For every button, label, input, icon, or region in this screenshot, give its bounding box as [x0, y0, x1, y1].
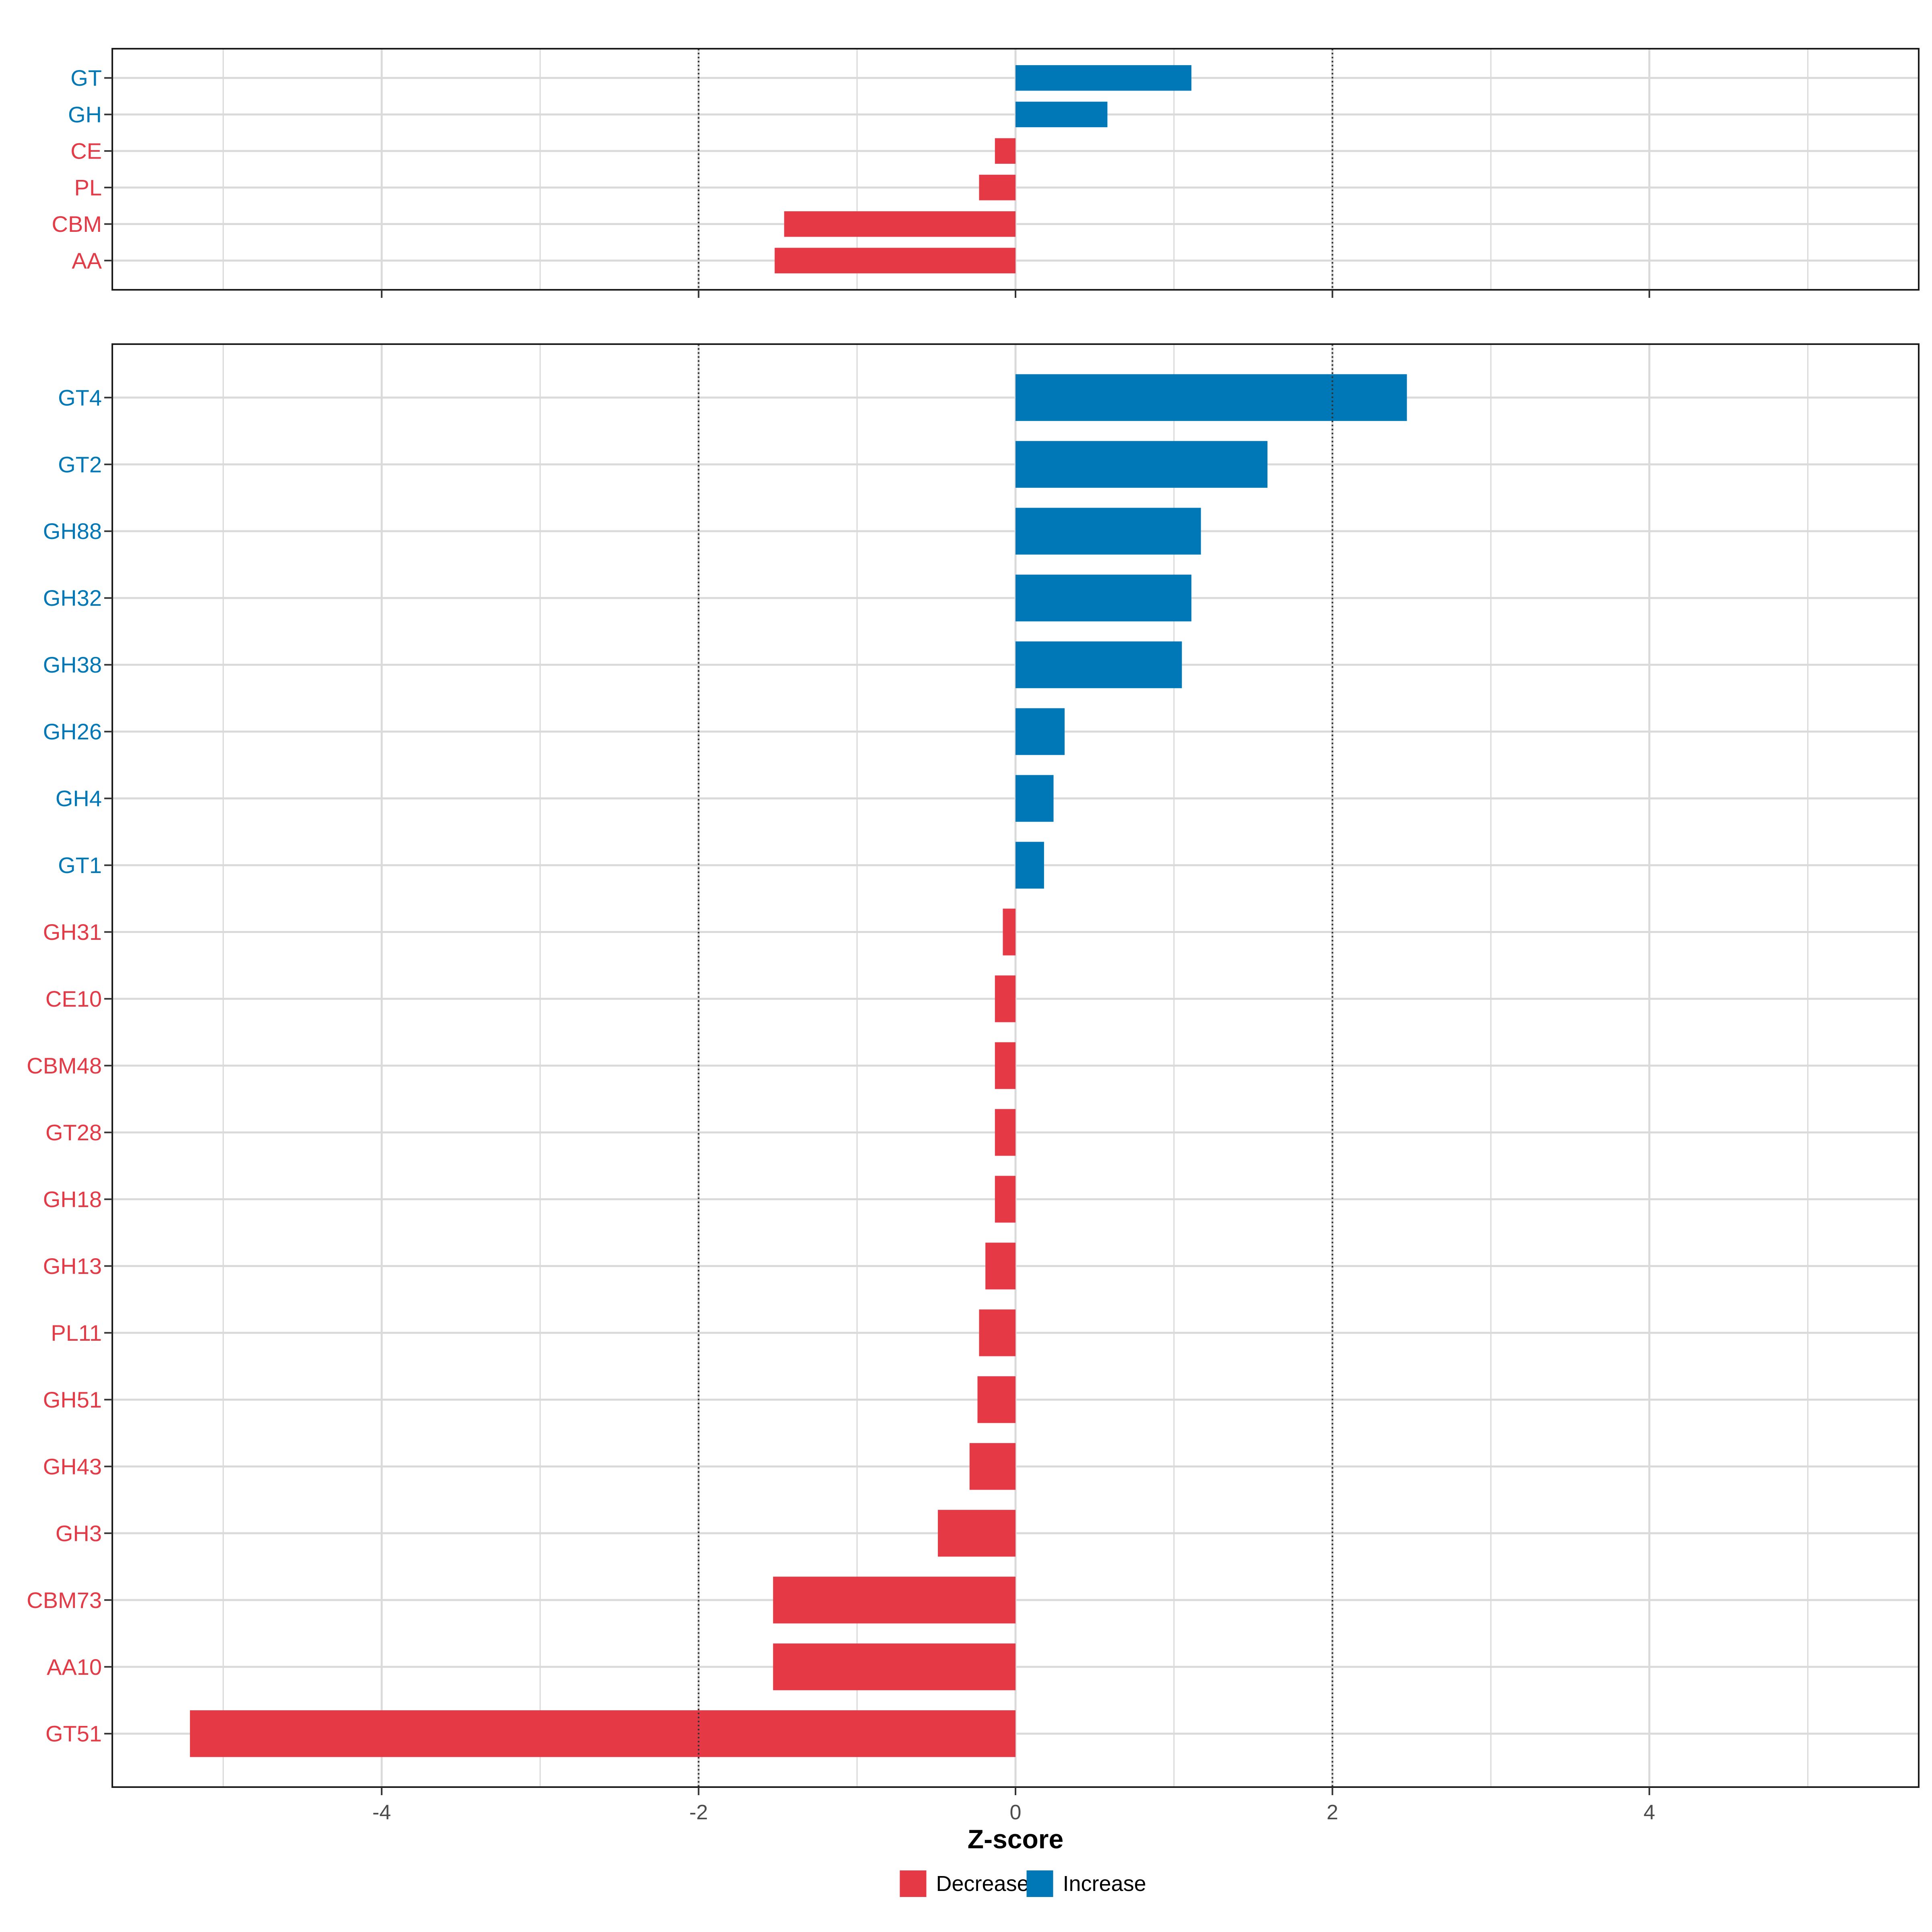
bar-gt28 [995, 1109, 1016, 1156]
category-label-aa10: AA10 [47, 1654, 102, 1680]
bar-cbm48 [995, 1042, 1016, 1089]
category-label-gh4: GH4 [56, 786, 102, 811]
legend-label-decrease: Decrease [936, 1872, 1029, 1896]
bar-gh43 [969, 1443, 1016, 1490]
category-label-gh31: GH31 [43, 919, 102, 945]
bar-pl11 [979, 1309, 1016, 1356]
x-tick-label-4: 4 [1643, 1801, 1655, 1824]
bar-pl [979, 175, 1016, 200]
category-label-gh13: GH13 [43, 1253, 102, 1279]
category-label-gt28: GT28 [45, 1120, 102, 1145]
category-label-gh88: GH88 [43, 518, 102, 544]
bar-ce [995, 138, 1016, 164]
bar-ce10 [995, 975, 1016, 1022]
category-label-ce10: CE10 [45, 986, 102, 1011]
bar-cbm [784, 211, 1016, 237]
category-label-gh43: GH43 [43, 1454, 102, 1479]
category-label-pl11: PL11 [51, 1320, 102, 1346]
x-axis-title: Z-score [968, 1824, 1063, 1854]
legend-key-decrease [900, 1870, 927, 1897]
bar-gt4 [1016, 374, 1407, 421]
legend-label-increase: Increase [1063, 1872, 1146, 1896]
bar-cbm73 [773, 1577, 1016, 1624]
category-label-gt1: GT1 [58, 852, 102, 878]
category-label-gh18: GH18 [43, 1187, 102, 1212]
bar-gh13 [985, 1243, 1016, 1290]
bar-gh3 [938, 1510, 1016, 1557]
x-tick-label-0: -4 [372, 1801, 391, 1824]
bar-gh26 [1016, 708, 1065, 755]
bar-gh88 [1016, 508, 1201, 555]
category-label-gt51: GT51 [45, 1721, 102, 1746]
bar-gh18 [995, 1176, 1016, 1223]
category-label-gh32: GH32 [43, 585, 102, 611]
bar-gh [1016, 101, 1108, 128]
bar-gt [1016, 65, 1191, 91]
category-label-gt4: GT4 [58, 385, 102, 410]
category-label-gh51: GH51 [43, 1387, 102, 1412]
bar-aa [774, 248, 1016, 274]
x-tick-label-2: 0 [1010, 1801, 1022, 1824]
bar-aa10 [773, 1643, 1016, 1690]
category-label-pl: PL [74, 175, 102, 200]
bar-gt51 [190, 1710, 1016, 1757]
x-tick-label-1: -2 [689, 1801, 708, 1824]
category-label-aa: AA [72, 248, 102, 273]
x-tick-label-3: 2 [1327, 1801, 1338, 1824]
category-label-ce: CE [70, 138, 102, 164]
category-label-gt: GT [70, 65, 102, 91]
category-label-gh: GH [68, 102, 102, 127]
category-label-cbm48: CBM48 [27, 1053, 102, 1078]
bar-gt1 [1016, 842, 1044, 889]
bar-gt2 [1016, 441, 1267, 488]
category-label-gt2: GT2 [58, 452, 102, 477]
category-label-cbm73: CBM73 [27, 1587, 102, 1613]
category-label-gh26: GH26 [43, 719, 102, 744]
category-label-gh38: GH38 [43, 652, 102, 677]
bar-gh31 [1003, 908, 1016, 956]
bar-gh51 [977, 1376, 1016, 1423]
category-label-cbm: CBM [52, 211, 102, 237]
category-label-gh3: GH3 [56, 1521, 102, 1546]
bar-gh4 [1016, 775, 1054, 822]
bar-gh38 [1016, 641, 1182, 688]
legend-key-increase [1026, 1870, 1053, 1897]
bar-gh32 [1016, 574, 1191, 621]
